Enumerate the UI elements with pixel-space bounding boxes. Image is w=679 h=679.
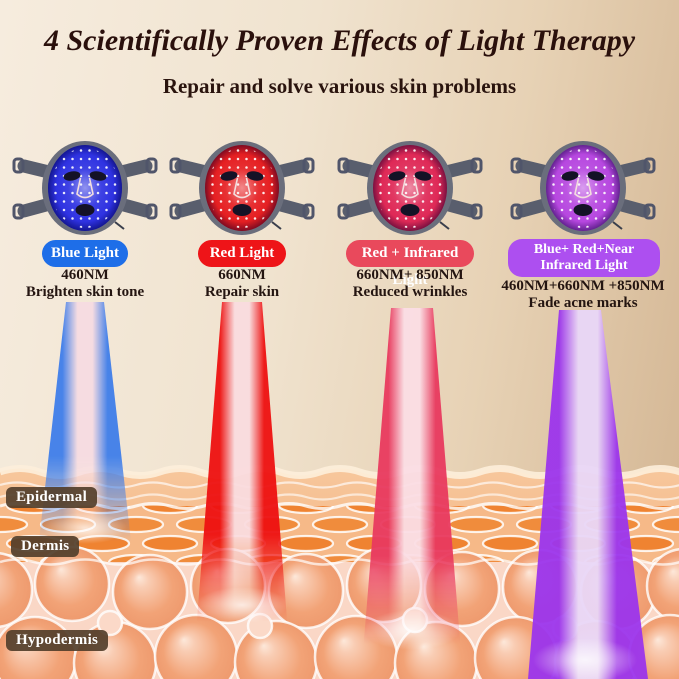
eye-hole-left: [63, 171, 81, 181]
led-dots: [208, 148, 276, 228]
mouth-hole: [232, 204, 252, 216]
nose-outline: [76, 177, 94, 199]
led-dots: [51, 148, 119, 228]
power-wire: [439, 221, 450, 230]
eye-hole-left: [561, 171, 579, 181]
label-epidermal: Epidermal: [6, 487, 98, 508]
eye-hole-right: [246, 171, 264, 181]
page-title: 4 Scientifically Proven Effects of Light…: [43, 24, 636, 57]
led-mask-blue: [12, 141, 158, 235]
effect-text: Fade acne marks: [528, 295, 638, 311]
led-dots: [376, 148, 444, 228]
dermis-cells: [0, 506, 679, 562]
column-text-multi: 460NM+660NM +850NM Fade acne marks: [495, 278, 671, 312]
power-wire: [114, 221, 125, 230]
badge-blue-red-near-infrared-light: Blue+ Red+Near Infrared Light: [508, 239, 660, 277]
nose-outline: [233, 177, 251, 199]
power-wire: [271, 221, 282, 230]
eye-hole-left: [220, 171, 238, 181]
led-dots: [549, 148, 617, 228]
eye-hole-left: [388, 171, 406, 181]
led-mask-purple: [510, 141, 656, 235]
label-hypodermis: Hypodermis: [6, 630, 109, 651]
wavelength-text: 460NM+660NM +850NM: [501, 278, 665, 294]
mouth-hole: [573, 204, 593, 216]
nose-outline: [574, 177, 592, 199]
column-text-blue: 460NM Brighten skin tone: [0, 267, 173, 301]
page-subtitle: Repair and solve various skin problems: [162, 74, 517, 98]
badge-red-infrared-light: Red + Infrared Light: [346, 240, 474, 288]
label-dermis: Dermis: [11, 536, 80, 557]
power-wire: [612, 221, 623, 230]
eye-hole-right: [414, 171, 432, 181]
wavelength-text: 660NM+ 850NM: [356, 267, 464, 283]
led-mask-red-infrared: [337, 141, 483, 235]
column-text-red: 660NM Repair skin: [154, 267, 330, 301]
effect-text: Repair skin: [204, 284, 280, 300]
badge-blue-light: Blue Light: [42, 240, 128, 267]
column-text-red-infrared: 660NM+ 850NM Reduced wrinkles: [322, 267, 498, 301]
mouth-hole: [400, 204, 420, 216]
effect-text: Reduced wrinkles: [352, 284, 468, 300]
eye-hole-right: [89, 171, 107, 181]
wavelength-text: 660NM: [218, 267, 266, 283]
nose-outline: [401, 177, 419, 199]
effect-text: Brighten skin tone: [25, 284, 145, 300]
wavelength-text: 460NM: [61, 267, 109, 283]
mouth-hole: [75, 204, 95, 216]
badge-red-light: Red Light: [198, 240, 286, 267]
led-mask-red: [169, 141, 315, 235]
eye-hole-right: [587, 171, 605, 181]
